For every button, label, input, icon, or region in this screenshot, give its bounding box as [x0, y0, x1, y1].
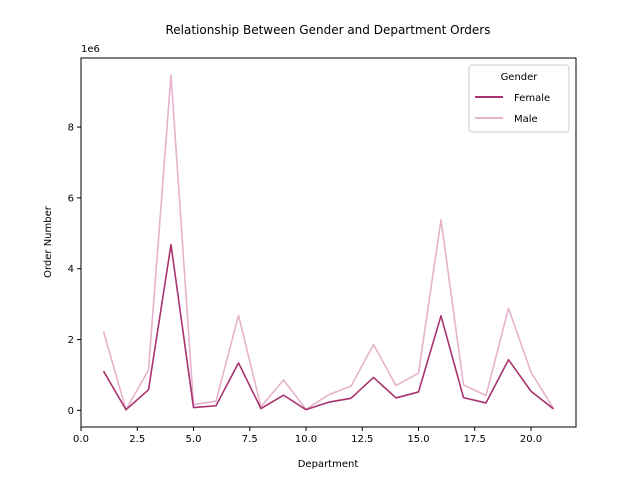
- x-tick-label: 20.0: [520, 434, 542, 445]
- legend-box: [468, 64, 570, 133]
- y-axis-label: Order Number: [43, 205, 54, 278]
- legend-label-female: Female: [514, 93, 550, 104]
- y-tick-label: 0: [68, 406, 74, 417]
- x-tick-label: 2.5: [129, 434, 145, 445]
- y-axis-offset-label: 1e6: [81, 44, 100, 55]
- series-line-male: [102, 74, 555, 411]
- legend: Gender Female Male: [468, 64, 570, 133]
- plot-area: [80, 57, 577, 428]
- x-tick-label: 10.0: [295, 434, 317, 445]
- x-axis: 0.0 2.5 5.0 7.5 10.0 12.5 15.0 17.5 20.0: [73, 427, 542, 445]
- series-line-female: [102, 243, 554, 411]
- legend-label-male: Male: [514, 114, 538, 125]
- x-tick-label: 5.0: [186, 434, 202, 445]
- y-tick-label: 4: [68, 264, 74, 275]
- x-tick-label: 0.0: [73, 434, 89, 445]
- x-axis-label: Department: [298, 459, 359, 470]
- plot-frame: [80, 57, 577, 428]
- x-tick-label: 17.5: [464, 434, 486, 445]
- legend-title: Gender: [501, 72, 539, 83]
- x-tick-label: 7.5: [242, 434, 258, 445]
- y-tick-label: 6: [68, 193, 74, 204]
- x-tick-label: 12.5: [351, 434, 373, 445]
- chart-title: Relationship Between Gender and Departme…: [165, 23, 490, 37]
- series-layer: [102, 74, 555, 411]
- x-tick-label: 15.0: [407, 434, 429, 445]
- y-tick-label: 2: [68, 335, 74, 346]
- y-tick-label: 8: [68, 123, 74, 134]
- y-axis: 0 2 4 6 8: [68, 123, 81, 417]
